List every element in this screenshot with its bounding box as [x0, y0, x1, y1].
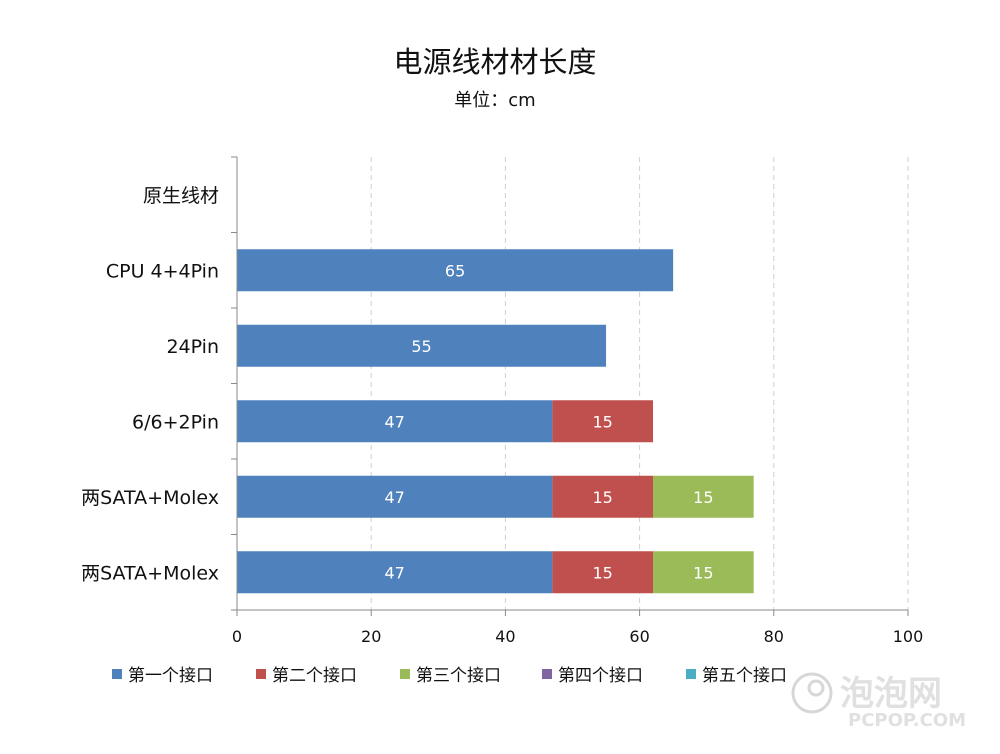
legend-label: 第四个接口 [558, 666, 643, 686]
legend-label: 第五个接口 [702, 666, 787, 686]
category-label: 两SATA+Molex [81, 487, 219, 509]
x-tick-label: 40 [495, 627, 515, 646]
category-label: 6/6+2Pin [132, 411, 219, 433]
category-label: 两SATA+Molex [81, 562, 219, 584]
watermark-logo: 泡泡网 PCPOP.COM [791, 672, 966, 731]
x-tick-label: 60 [629, 627, 649, 646]
data-label: 55 [411, 337, 431, 356]
data-label: 15 [593, 488, 613, 507]
bar-segment [552, 551, 654, 594]
data-label: 47 [385, 412, 405, 431]
x-tick-label: 80 [764, 627, 784, 646]
bar-segment [237, 324, 607, 367]
grid-layer [370, 157, 909, 610]
legend-label: 第三个接口 [416, 666, 501, 686]
watermark-cn: 泡泡网 [840, 674, 942, 714]
bar-segment [552, 400, 654, 443]
legend-swatch [542, 669, 552, 679]
x-tick-label: 0 [232, 627, 242, 646]
legend-swatch [400, 669, 410, 679]
watermark-en: PCPOP.COM [848, 710, 966, 731]
legend-swatch [686, 669, 696, 679]
legend-swatch [256, 669, 266, 679]
category-label: 24Pin [166, 336, 219, 358]
bar-segment [653, 551, 754, 594]
category-label: 原生线材 [143, 185, 219, 207]
chart-title: 电源线材材长度 [393, 45, 596, 79]
legend-label: 第二个接口 [272, 666, 357, 686]
data-label: 15 [693, 563, 713, 582]
bars-layer [237, 249, 754, 594]
data-label: 15 [593, 563, 613, 582]
x-tick-label: 100 [893, 627, 924, 646]
data-label: 15 [593, 412, 613, 431]
bar-segment [237, 475, 553, 518]
bar-segment [237, 249, 674, 292]
axes-layer: 0 20 40 60 80 100 原生线材 CPU 4+4Pin 24Pin 6/6+2Pin 两… [81, 156, 924, 646]
bar-segment [237, 551, 553, 594]
data-label: 15 [693, 488, 713, 507]
bar-segment [653, 475, 754, 518]
legend-label: 第一个接口 [128, 666, 213, 686]
data-label: 47 [385, 563, 405, 582]
legend-swatch [112, 669, 122, 679]
legend-layer: 第一个接口 第二个接口 第三个接口 第四个接口 第五个接口 [112, 666, 787, 686]
bar-segment [237, 400, 553, 443]
category-label: CPU 4+4Pin [106, 260, 219, 282]
data-label: 65 [445, 261, 465, 280]
bar-segment [552, 475, 654, 518]
data-label: 47 [385, 488, 405, 507]
labels-layer: 65 55 47 15 47 15 15 47 15 15 [385, 261, 714, 582]
x-tick-label: 20 [361, 627, 381, 646]
chart-subtitle: 单位：cm [454, 90, 535, 111]
